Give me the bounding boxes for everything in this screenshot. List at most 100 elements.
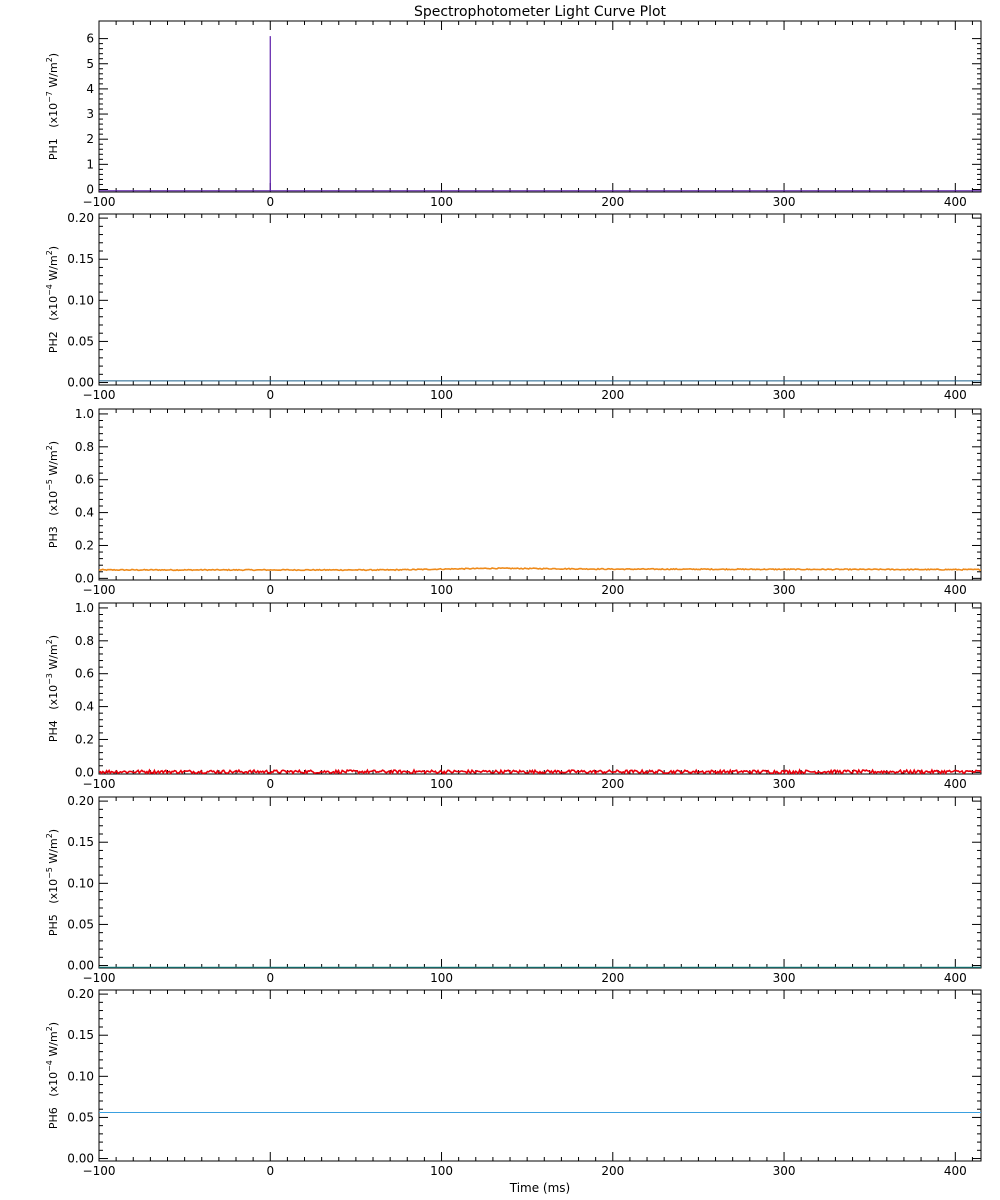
x-tick-label: −100 bbox=[83, 777, 116, 791]
y-tick-label: 0.2 bbox=[75, 538, 94, 552]
x-tick-label: 300 bbox=[773, 388, 796, 402]
y-axis-label: PH3 (x10−5 W/m2) bbox=[45, 441, 60, 548]
y-tick-label: 2 bbox=[86, 132, 94, 146]
x-tick-label: 400 bbox=[944, 583, 967, 597]
x-tick-label: 300 bbox=[773, 583, 796, 597]
plot-frame bbox=[98, 408, 982, 581]
series-name: PH6 bbox=[47, 1107, 60, 1129]
x-tick-label: 200 bbox=[601, 195, 624, 209]
x-tick-label: −100 bbox=[83, 583, 116, 597]
unit-exponent: −3 bbox=[45, 673, 54, 685]
x-tick-label: 200 bbox=[601, 777, 624, 791]
unit-suffix: W/m bbox=[47, 838, 60, 867]
y-tick-label: 1.0 bbox=[75, 601, 94, 615]
y-tick-label: 0.8 bbox=[75, 440, 94, 454]
x-tick-label: 100 bbox=[430, 583, 453, 597]
x-tick-label: 100 bbox=[430, 388, 453, 402]
unit-square: 2 bbox=[45, 1026, 54, 1031]
unit-square: 2 bbox=[45, 445, 54, 450]
y-tick-label: 4 bbox=[86, 82, 94, 96]
unit-exponent: −5 bbox=[45, 867, 54, 879]
y-tick-label: 0.05 bbox=[67, 1110, 94, 1124]
unit-suffix: W/m bbox=[47, 62, 60, 91]
unit-close: ) bbox=[47, 246, 60, 250]
unit-close: ) bbox=[47, 53, 60, 57]
x-tick-label: 300 bbox=[773, 971, 796, 985]
x-tick-label: 0 bbox=[266, 583, 274, 597]
unit-close: ) bbox=[47, 441, 60, 445]
y-tick-label: 0.20 bbox=[67, 211, 94, 225]
unit-suffix: W/m bbox=[47, 255, 60, 284]
y-axis-label: PH4 (x10−3 W/m2) bbox=[45, 635, 60, 742]
plot-frame bbox=[98, 796, 982, 969]
x-tick-label: −100 bbox=[83, 195, 116, 209]
y-tick-label: 0.10 bbox=[67, 876, 94, 890]
x-tick-label: 300 bbox=[773, 195, 796, 209]
panel-ph6: −100 0 100 200 300 400 0.00 0.05 0.10 0.15 0.20 PH6… bbox=[45, 987, 982, 1178]
series-name: PH4 bbox=[47, 720, 60, 742]
y-tick-label: 0.05 bbox=[67, 334, 94, 348]
x-tick-label: 0 bbox=[266, 195, 274, 209]
y-tick-label: 0.0 bbox=[75, 571, 94, 585]
x-tick-label: 200 bbox=[601, 583, 624, 597]
y-tick-label: 5 bbox=[86, 57, 94, 71]
x-tick-label: 100 bbox=[430, 1164, 453, 1178]
y-tick-label: 0.15 bbox=[67, 1028, 94, 1042]
x-tick-label: 400 bbox=[944, 777, 967, 791]
x-tick-label: 400 bbox=[944, 971, 967, 985]
series-line-ph3 bbox=[98, 567, 981, 572]
panel-ph3: −100 0 100 200 300 400 0.0 0.2 0.4 0.6 0.8 1.0 PH3 (… bbox=[45, 407, 982, 597]
panel-ph4: −100 0 100 200 300 400 0.0 0.2 0.4 0.6 0.8 1.0 PH4 (… bbox=[45, 601, 982, 791]
unit-prefix: (x10 bbox=[47, 685, 60, 720]
plot-frame bbox=[98, 213, 982, 386]
x-tick-label: 100 bbox=[430, 971, 453, 985]
unit-exponent: −5 bbox=[45, 479, 54, 491]
plot-frame bbox=[98, 989, 982, 1162]
x-tick-label: 200 bbox=[601, 388, 624, 402]
series-name: PH3 bbox=[47, 526, 60, 548]
y-tick-label: 0.6 bbox=[75, 473, 94, 487]
y-tick-label: 0.00 bbox=[67, 376, 94, 390]
x-tick-label: −100 bbox=[83, 388, 116, 402]
unit-prefix: (x10 bbox=[47, 1072, 60, 1107]
y-tick-label: 0.8 bbox=[75, 634, 94, 648]
x-tick-label: 300 bbox=[773, 777, 796, 791]
unit-square: 2 bbox=[45, 833, 54, 838]
x-tick-label: 0 bbox=[266, 971, 274, 985]
x-tick-label: 400 bbox=[944, 1164, 967, 1178]
x-tick-label: 200 bbox=[601, 1164, 624, 1178]
unit-exponent: −4 bbox=[45, 284, 54, 296]
y-tick-label: 0 bbox=[86, 182, 94, 196]
y-tick-label: 0.05 bbox=[67, 917, 94, 931]
unit-suffix: W/m bbox=[47, 1031, 60, 1060]
y-tick-label: 0.00 bbox=[67, 1152, 94, 1166]
y-axis-label: PH5 (x10−5 W/m2) bbox=[45, 829, 60, 936]
y-tick-label: 1 bbox=[86, 157, 94, 171]
series-name: PH5 bbox=[47, 914, 60, 936]
x-tick-label: 100 bbox=[430, 195, 453, 209]
series-name: PH1 bbox=[47, 138, 60, 160]
plot-frame bbox=[98, 602, 982, 775]
y-tick-label: 6 bbox=[86, 32, 94, 46]
y-tick-label: 0.00 bbox=[67, 959, 94, 973]
unit-prefix: (x10 bbox=[47, 879, 60, 914]
y-tick-label: 0.15 bbox=[67, 835, 94, 849]
y-tick-label: 3 bbox=[86, 107, 94, 121]
panel-ph2: −100 0 100 200 300 400 0.00 0.05 0.10 0.15 0.20 PH2… bbox=[45, 211, 982, 402]
y-axis-label: PH2 (x10−4 W/m2) bbox=[45, 246, 60, 353]
x-tick-label: 200 bbox=[601, 971, 624, 985]
y-tick-label: 0.10 bbox=[67, 293, 94, 307]
panel-ph5: −100 0 100 200 300 400 0.00 0.05 0.10 0.15 0.20 PH5… bbox=[45, 794, 982, 985]
x-tick-label: 400 bbox=[944, 388, 967, 402]
x-tick-label: −100 bbox=[83, 1164, 116, 1178]
unit-square: 2 bbox=[45, 250, 54, 255]
y-tick-label: 0.6 bbox=[75, 667, 94, 681]
unit-suffix: W/m bbox=[47, 644, 60, 673]
x-tick-label: 100 bbox=[430, 777, 453, 791]
y-tick-label: 0.2 bbox=[75, 732, 94, 746]
series-line-ph4 bbox=[98, 768, 982, 776]
y-tick-label: 1.0 bbox=[75, 407, 94, 421]
